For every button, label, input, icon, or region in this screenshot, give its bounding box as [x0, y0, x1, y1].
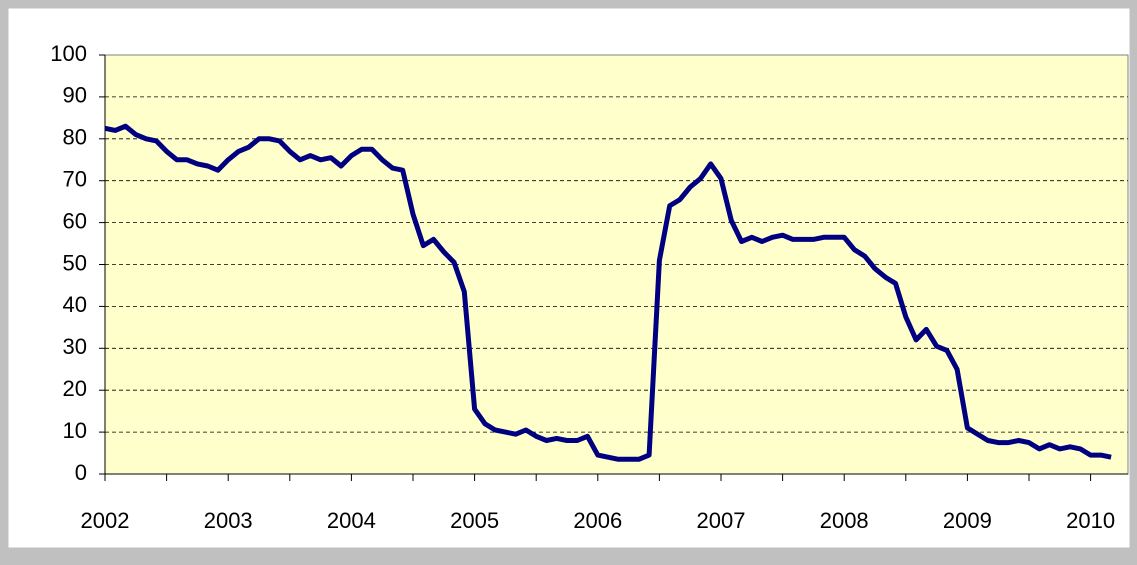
x-tick-label: 2006 [573, 508, 622, 533]
x-tick-label: 2002 [81, 508, 130, 533]
y-tick-label: 40 [63, 292, 87, 317]
x-tick-label: 2007 [697, 508, 746, 533]
y-tick-label: 20 [63, 376, 87, 401]
data-line [104, 123, 1112, 462]
x-tick-label: 2005 [450, 508, 499, 533]
x-tick-label: 2010 [1066, 508, 1115, 533]
y-tick-label: 90 [63, 83, 87, 108]
y-tick-label: 10 [63, 418, 87, 443]
x-tick-label: 2004 [327, 508, 376, 533]
y-tick-label: 80 [63, 125, 87, 150]
y-tick-label: 60 [63, 208, 87, 233]
y-tick-label: 0 [75, 460, 87, 485]
x-tick-label: 2003 [204, 508, 253, 533]
y-tick-label: 30 [63, 334, 87, 359]
y-tick-label: 50 [63, 250, 87, 275]
y-tick-label: 100 [50, 41, 87, 66]
x-tick-label: 2008 [820, 508, 869, 533]
x-tick-label: 2009 [943, 508, 992, 533]
y-tick-label: 70 [63, 167, 87, 192]
